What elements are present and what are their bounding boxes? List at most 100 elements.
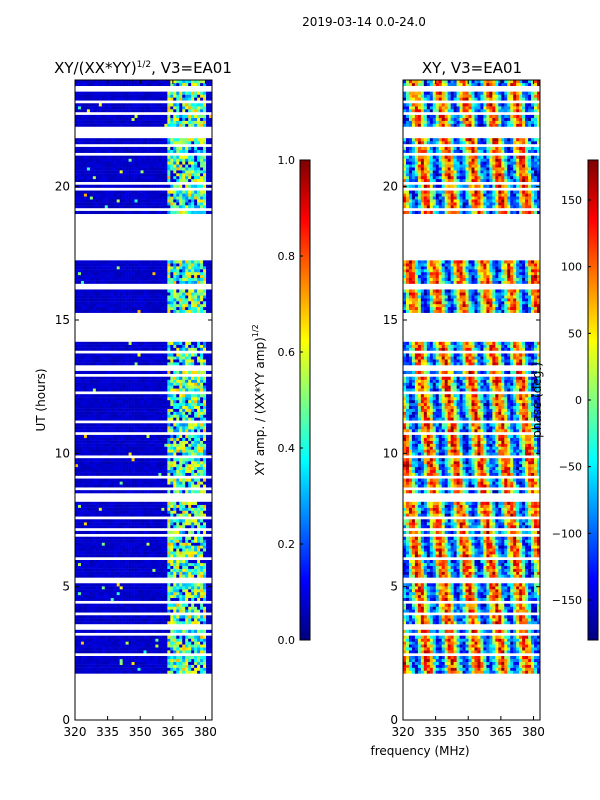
amplitude-heatmap-cell <box>89 411 94 415</box>
amplitude-heatmap-cell <box>188 280 192 284</box>
amplitude-heatmap-cell <box>209 423 213 427</box>
amplitude-heatmap-cell <box>155 423 159 427</box>
amplitude-heatmap-cell <box>185 370 189 375</box>
amplitude-heatmap-cell <box>185 202 189 206</box>
amplitude-heatmap-cell <box>140 263 144 267</box>
amplitude-heatmap-cell <box>155 347 159 351</box>
amplitude-heatmap-cell <box>191 568 195 572</box>
amplitude-heatmap-cell <box>176 411 180 415</box>
amplitude-heatmap-cell <box>155 656 159 660</box>
amplitude-heatmap-cell <box>101 394 106 398</box>
amplitude-heatmap-cell <box>200 376 204 380</box>
amplitude-heatmap-cell <box>173 388 177 392</box>
amplitude-heatmap-cell <box>182 408 186 412</box>
amplitude-heatmap-cell <box>143 263 147 267</box>
amplitude-heatmap-cell <box>155 411 159 415</box>
amplitude-heatmap-cell <box>122 202 126 206</box>
amplitude-heatmap-cell <box>164 269 168 273</box>
amplitude-heatmap-cell <box>191 397 195 401</box>
amplitude-heatmap-cell <box>104 344 109 348</box>
amplitude-heatmap-cell <box>143 586 147 590</box>
amplitude-heatmap-cell <box>131 434 135 439</box>
amplitude-heatmap-cell <box>110 603 115 607</box>
amplitude-heatmap-cell <box>170 461 174 465</box>
amplitude-heatmap-cell <box>110 440 115 444</box>
amplitude-heatmap-cell <box>89 272 94 276</box>
amplitude-heatmap-cell <box>104 295 109 299</box>
amplitude-heatmap-cell <box>206 615 210 619</box>
amplitude-heatmap-cell <box>164 539 168 543</box>
amplitude-heatmap-cell <box>92 551 97 555</box>
amplitude-heatmap-cell <box>161 292 165 296</box>
amplitude-heatmap-cell <box>146 417 150 421</box>
amplitude-heatmap-cell <box>167 542 171 546</box>
amplitude-heatmap-cell <box>122 449 126 453</box>
amplitude-heatmap-cell <box>170 670 174 674</box>
amplitude-heatmap-cell <box>101 519 106 523</box>
amplitude-heatmap-cell <box>179 589 183 593</box>
amplitude-heatmap-cell <box>131 618 135 622</box>
amplitude-heatmap-cell <box>101 379 106 383</box>
amplitude-heatmap-cell <box>146 519 150 523</box>
amplitude-heatmap-cell <box>149 280 153 284</box>
amplitude-heatmap-cell <box>149 461 153 465</box>
amplitude-heatmap-cell <box>89 586 94 590</box>
amplitude-heatmap-cell <box>80 260 85 264</box>
amplitude-heatmap-cell <box>143 592 147 596</box>
amplitude-heatmap-cell <box>167 522 171 526</box>
amplitude-heatmap-cell <box>98 466 103 471</box>
amplitude-heatmap-cell <box>161 382 165 386</box>
amplitude-heatmap-cell <box>122 411 126 415</box>
amplitude-heatmap-cell <box>206 388 210 392</box>
amplitude-heatmap-cell <box>125 597 129 601</box>
amplitude-heatmap-cell <box>146 510 150 514</box>
amplitude-heatmap-cell <box>137 667 141 671</box>
amplitude-heatmap-cell <box>137 641 141 645</box>
amplitude-heatmap-cell <box>206 306 210 311</box>
amplitude-heatmap-cell <box>119 306 123 311</box>
amplitude-heatmap-cell <box>89 309 94 313</box>
amplitude-heatmap-cell <box>203 574 207 578</box>
amplitude-heatmap-cell <box>140 554 144 558</box>
amplitude-heatmap-cell <box>209 548 213 552</box>
amplitude-heatmap-cell <box>146 594 150 599</box>
amplitude-heatmap-cell <box>107 202 112 206</box>
amplitude-heatmap-cell <box>197 461 201 465</box>
amplitude-heatmap-cell <box>101 618 106 622</box>
amplitude-heatmap-cell <box>152 603 156 607</box>
amplitude-heatmap-cell <box>104 272 109 276</box>
amplitude-heatmap-cell <box>155 661 159 665</box>
amplitude-heatmap-cell <box>80 341 85 345</box>
amplitude-heatmap-cell <box>173 548 177 552</box>
amplitude-heatmap-cell <box>125 382 129 386</box>
amplitude-heatmap-cell <box>167 304 171 308</box>
amplitude-heatmap-cell <box>110 606 115 610</box>
amplitude-heatmap-cell <box>209 641 213 645</box>
amplitude-heatmap-cell <box>146 269 150 273</box>
amplitude-heatmap-cell <box>95 525 100 529</box>
amplitude-heatmap-cell <box>206 472 210 476</box>
amplitude-heatmap-cell <box>80 667 85 671</box>
amplitude-heatmap-cell <box>191 341 195 345</box>
amplitude-heatmap-cell <box>191 501 195 505</box>
amplitude-heatmap-cell <box>92 298 97 302</box>
amplitude-heatmap-cell <box>143 304 147 308</box>
amplitude-heatmap-cell <box>149 269 153 273</box>
amplitude-heatmap-cell <box>125 274 129 279</box>
amplitude-heatmap-cell <box>152 295 156 299</box>
amplitude-heatmap-cell <box>197 658 201 663</box>
amplitude-heatmap-cell <box>149 667 153 671</box>
amplitude-heatmap-cell <box>104 434 109 439</box>
amplitude-heatmap-cell <box>182 423 186 427</box>
amplitude-heatmap-cell <box>89 353 94 357</box>
amplitude-heatmap-cell <box>194 565 198 569</box>
amplitude-heatmap-cell <box>75 571 79 575</box>
amplitude-heatmap-cell <box>101 347 106 351</box>
amplitude-heatmap-cell <box>86 545 91 549</box>
amplitude-heatmap-cell <box>143 484 147 488</box>
amplitude-heatmap-cell <box>89 562 94 567</box>
amplitude-heatmap-cell <box>188 656 192 660</box>
amplitude-heatmap-cell <box>116 478 120 482</box>
amplitude-heatmap-cell <box>116 449 120 453</box>
amplitude-heatmap-cell <box>173 269 177 273</box>
